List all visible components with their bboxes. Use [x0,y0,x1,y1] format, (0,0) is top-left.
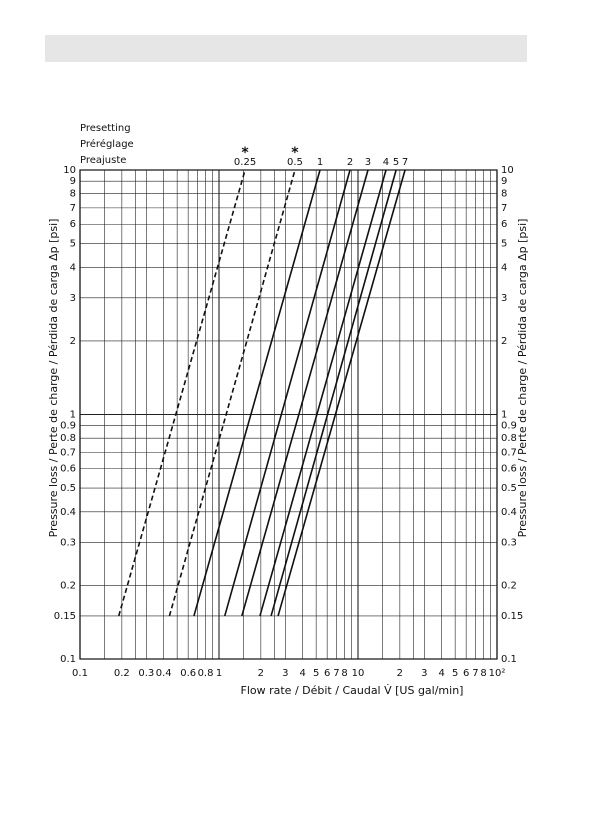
y-tick-label: 0.6 [60,464,76,475]
y-tick-label: 0.9 [60,421,76,432]
series-label: 3 [365,157,371,168]
legend-title: Presetting [80,123,131,134]
legend-title: Préréglage [80,138,134,150]
y-tick-label: 0.15 [54,611,76,622]
y-tick-label: 5 [501,239,507,250]
series-line [168,169,296,617]
series-line [270,169,397,617]
series-label: 4 [383,157,389,168]
x-tick-label: 5 [313,668,319,679]
x-tick-label: 0.2 [114,668,130,679]
x-tick-label: 7 [472,668,478,679]
y-tick-label: 0.1 [501,654,517,665]
y-tick-label: 0.7 [501,447,517,458]
x-tick-label: 0.6 [180,668,196,679]
y-tick-label: 3 [70,293,76,304]
y-tick-label: 10 [63,165,76,176]
y-tick-label: 8 [501,189,507,200]
x-tick-label: 2 [258,668,264,679]
y-tick-label: 7 [70,203,76,214]
y-tick-label: 3 [501,293,507,304]
y-tick-label: 2 [70,336,76,347]
y-tick-label: 0.2 [60,580,76,591]
y-tick-label: 0.7 [60,447,76,458]
y-tick-label: 5 [70,239,76,250]
y-tick-label: 6 [70,219,76,230]
x-tick-label: 3 [282,668,288,679]
x-tick-label: 10² [489,668,506,679]
x-tick-label: 7 [333,668,339,679]
y-tick-label: 0.4 [60,507,76,518]
legend-title: Preajuste [80,155,126,166]
series-label: 7 [402,157,408,168]
y-tick-label: 0.8 [60,433,76,444]
y-tick-label: 8 [70,189,76,200]
series-label: 0.5 [287,157,303,168]
series-label: 1 [317,157,323,168]
series-line [259,169,387,617]
y-tick-label: 9 [501,176,507,187]
plot-frame [79,169,498,660]
y-tick-label: 0.4 [501,507,517,518]
y-tick-label: 6 [501,219,507,230]
y-tick-label: 4 [501,262,507,273]
y-tick-label: 4 [70,262,76,273]
x-tick-label: 8 [480,668,486,679]
series-line [223,169,351,617]
y-tick-label: 0.5 [60,483,76,494]
y-tick-label: 0.1 [60,654,76,665]
x-tick-label: 6 [324,668,330,679]
x-tick-label: 3 [421,668,427,679]
y-tick-label: 0.15 [501,611,523,622]
x-tick-label: 4 [438,668,444,679]
y-tick-label: 0.5 [501,483,517,494]
x-tick-label: 0.1 [72,668,88,679]
series-label: 0.25 [234,157,256,168]
y-tick-label: 10 [501,165,514,176]
series-line [117,169,246,617]
x-tick-label: 2 [397,668,403,679]
y-tick-label: 0.9 [501,421,517,432]
x-tick-label: 6 [463,668,469,679]
y-tick-label: 0.3 [501,537,517,548]
x-tick-label: 5 [452,668,458,679]
y-tick-label: 7 [501,203,507,214]
y-tick-label: 0.6 [501,464,517,475]
y-axis-label: Pressure loss / Perte de charge / Pérdid… [47,219,60,538]
x-tick-label: 10 [352,668,365,679]
series-annotation: * [241,145,249,161]
x-tick-label: 0.3 [138,668,154,679]
series-line [277,169,406,617]
y-tick-label: 0.2 [501,580,517,591]
x-tick-label: 4 [299,668,305,679]
y-tick-label: 1 [70,410,76,421]
x-axis-label: Flow rate / Débit / Caudal V̇ [US gal/mi… [241,684,464,697]
y-tick-label: 0.3 [60,537,76,548]
x-tick-label: 8 [341,668,347,679]
y-tick-label: 1 [501,410,507,421]
series-line [241,169,369,617]
x-tick-label: 0.4 [156,668,172,679]
y-axis-label: Pressure loss / Perte de charge / Pérdid… [516,219,529,538]
y-tick-label: 9 [70,176,76,187]
x-tick-label: 0.8 [198,668,214,679]
y-tick-label: 2 [501,336,507,347]
series-annotation: * [291,145,299,161]
series-label: 5 [393,157,399,168]
x-tick-label: 1 [216,668,222,679]
header-bar [45,35,527,62]
series-label: 2 [347,157,353,168]
y-tick-label: 0.8 [501,433,517,444]
series-line [193,169,321,617]
